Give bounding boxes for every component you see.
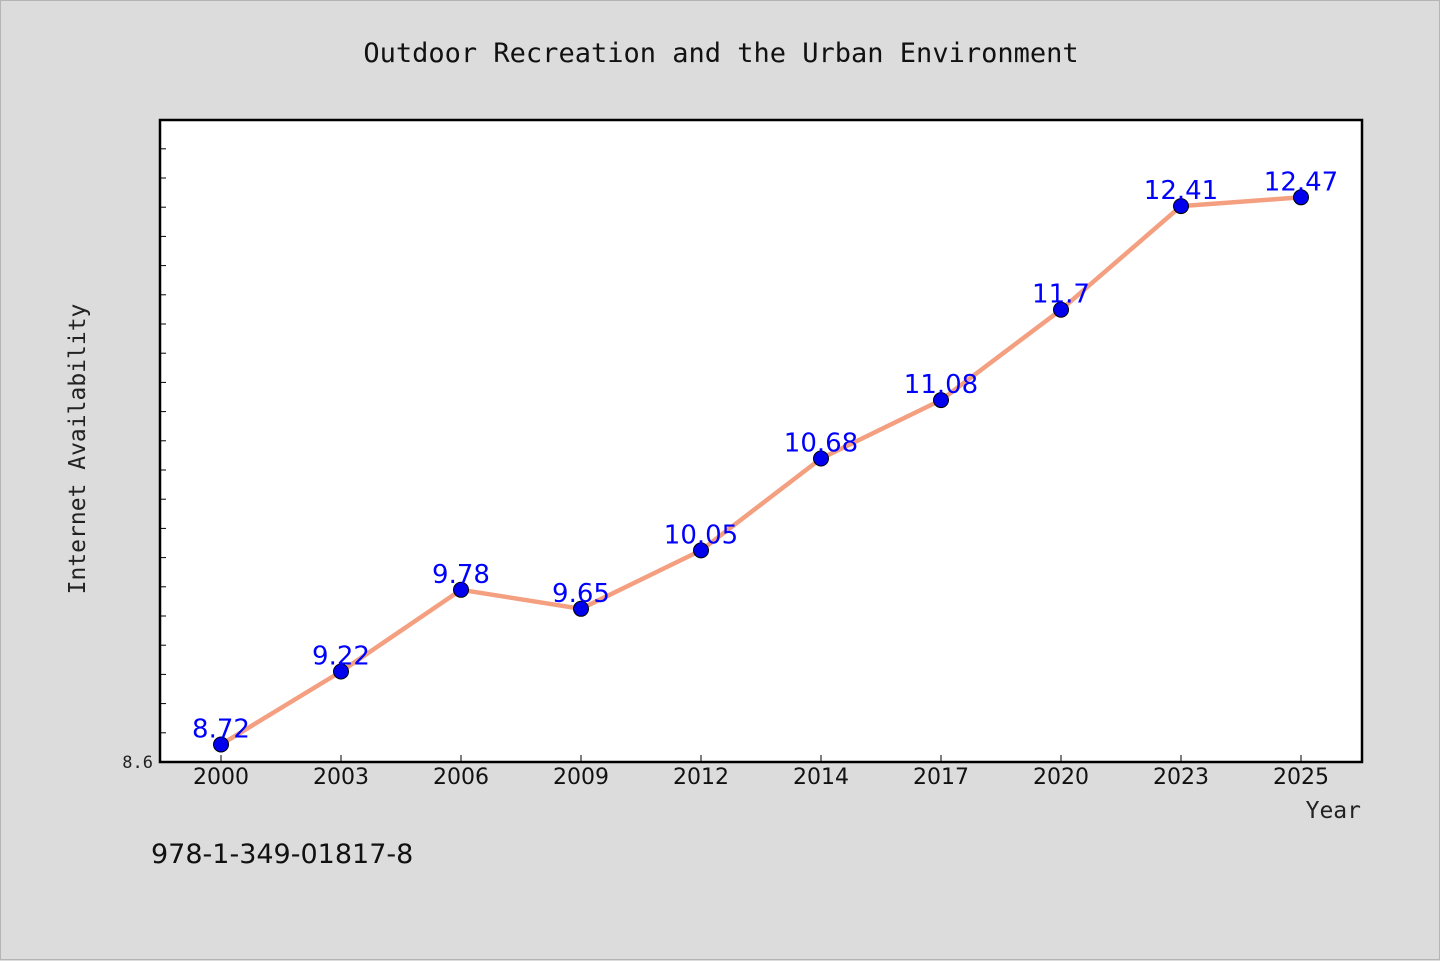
data-label-2017: 11.08 (904, 370, 978, 400)
series-group: 8.72 9.22 9.78 9.65 10.05 10.68 11.08 11.7 12.41… (192, 167, 1338, 753)
data-label-2020: 11.7 (1032, 280, 1090, 310)
data-label-2023: 12.41 (1144, 176, 1218, 206)
data-label-2003: 9.22 (312, 642, 370, 672)
data-point-2014 (813, 450, 829, 467)
x-tick-label-2014: 2014 (793, 765, 849, 790)
data-point-2012 (693, 542, 709, 559)
data-label-2025: 12.47 (1264, 167, 1338, 197)
x-tick-label-2023: 2023 (1153, 765, 1209, 790)
y-axis-ticks (160, 148, 166, 734)
data-point-2000 (213, 736, 229, 753)
data-point-2025 (1293, 189, 1309, 206)
data-point-2023 (1173, 198, 1189, 215)
y-tick-label-min: 8.6 (122, 753, 153, 773)
isbn-text: 978-1-349-01817-8 (151, 839, 413, 870)
chart-title: Outdoor Recreation and the Urban Environ… (363, 38, 1078, 69)
data-point-2003 (333, 663, 349, 680)
x-tick-label-2003: 2003 (313, 765, 369, 790)
data-label-2006: 9.78 (432, 560, 490, 590)
x-tick-label-2025: 2025 (1273, 765, 1329, 790)
y-axis-label: Internet Availability (65, 304, 91, 595)
x-tick-label-2000: 2000 (193, 765, 249, 790)
x-tick-label-2006: 2006 (433, 765, 489, 790)
plot-area (158, 118, 1364, 764)
data-point-2017 (933, 392, 949, 409)
x-axis-tick-labels: 2000 2003 2006 2009 2012 2014 2017 2020 2023 2025 (193, 765, 1329, 790)
data-label-2014: 10.68 (784, 429, 858, 459)
data-label-2000: 8.72 (192, 715, 250, 745)
data-label-2012: 10.05 (664, 520, 738, 550)
x-axis-label: Year (1306, 798, 1361, 824)
data-point-2020 (1053, 301, 1069, 318)
series-line-0 (218, 195, 1304, 747)
x-tick-label-2012: 2012 (673, 765, 729, 790)
x-tick-label-2009: 2009 (553, 765, 609, 790)
data-label-2009: 9.65 (552, 579, 610, 609)
x-tick-label-2020: 2020 (1033, 765, 1089, 790)
data-point-2009 (573, 600, 589, 617)
x-axis-ticks (220, 755, 1302, 762)
data-point-2006 (453, 581, 469, 598)
x-tick-label-2017: 2017 (913, 765, 969, 790)
